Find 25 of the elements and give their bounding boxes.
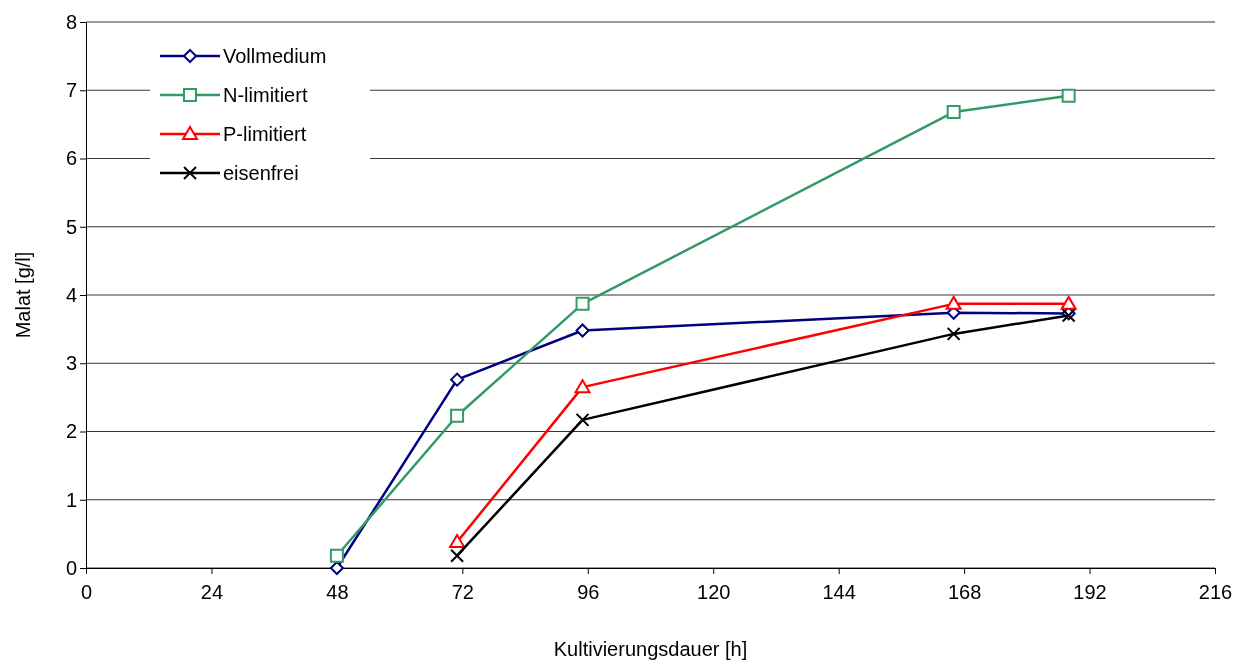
legend-label: Vollmedium	[223, 45, 327, 67]
x-tick-label: 216	[1198, 581, 1233, 603]
legend-label: eisenfrei	[223, 162, 299, 184]
y-tick-label: 0	[65, 556, 77, 579]
y-tick-label: 8	[65, 10, 77, 33]
y-axis-title: Malat [g/l]	[12, 251, 34, 339]
y-tick-label: 1	[65, 488, 77, 511]
x-tick-label: 24	[200, 581, 224, 603]
x-tick-label: 72	[451, 581, 474, 603]
x-axis-title: Kultivierungsdauer [h]	[553, 638, 748, 660]
x-tick-label: 144	[822, 581, 856, 603]
y-tick-label: 4	[65, 283, 77, 306]
x-tick-label: 120	[697, 581, 731, 603]
legend-label: N-limitiert	[223, 84, 308, 106]
x-tick-label: 0	[80, 581, 93, 603]
x-tick-label: 48	[326, 581, 349, 603]
y-tick-label: 7	[65, 79, 77, 102]
x-tick-label: 168	[947, 581, 982, 603]
y-tick-label: 3	[65, 352, 77, 375]
y-tick-label: 6	[65, 147, 77, 170]
y-tick-label: 2	[65, 420, 77, 443]
x-tick-label: 96	[577, 581, 600, 603]
legend-label: P-limitiert	[223, 123, 307, 145]
x-tick-label: 192	[1073, 581, 1107, 603]
y-tick-label: 5	[65, 215, 77, 238]
